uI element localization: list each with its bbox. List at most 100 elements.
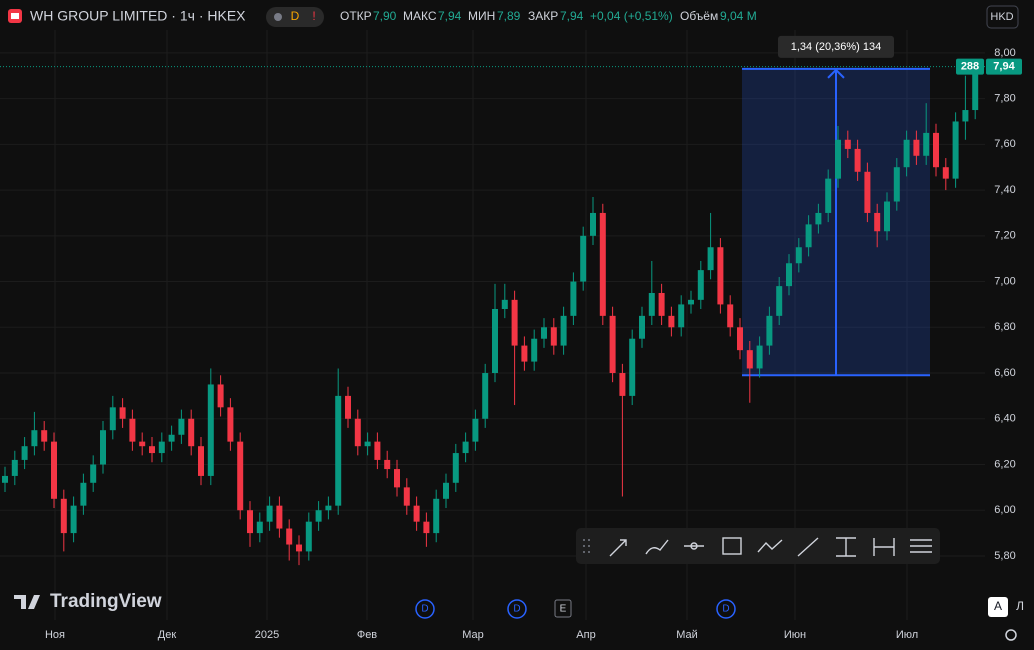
candle-body bbox=[786, 263, 792, 287]
currency-button[interactable] bbox=[986, 5, 1019, 29]
tool-horizontal-ray[interactable] bbox=[684, 542, 704, 550]
candle-body bbox=[825, 178, 832, 213]
x-tick-label: Ноя bbox=[45, 629, 65, 641]
tool-rectangle[interactable] bbox=[722, 537, 742, 555]
candle-body bbox=[139, 441, 146, 447]
candle-body bbox=[207, 384, 214, 476]
candle-body bbox=[972, 66, 979, 111]
candle-body bbox=[531, 338, 538, 362]
tool-trend-line[interactable] bbox=[797, 537, 819, 557]
candle-body bbox=[639, 315, 645, 339]
currency[interactable]: HKD bbox=[990, 11, 1013, 23]
candle-body bbox=[335, 395, 342, 506]
candle-body bbox=[590, 212, 596, 236]
candle-body bbox=[178, 418, 185, 435]
candle-body bbox=[815, 212, 822, 225]
event-marker[interactable] bbox=[415, 599, 435, 619]
y-tick-label: 7,40 bbox=[994, 184, 1015, 196]
candle-body bbox=[158, 441, 165, 454]
candle-body bbox=[756, 345, 763, 369]
settings-icon[interactable] bbox=[1005, 629, 1017, 641]
candle-body bbox=[844, 139, 851, 149]
high-label: МАКС bbox=[403, 9, 437, 23]
candle-body bbox=[60, 498, 67, 534]
open-label: ОТКР bbox=[340, 9, 372, 23]
candle-body bbox=[305, 521, 312, 552]
candle-body bbox=[893, 167, 900, 202]
candle-body bbox=[835, 139, 841, 179]
last-price-label: 7,94 bbox=[993, 60, 1015, 72]
candle-body bbox=[942, 167, 949, 179]
candle-body bbox=[266, 505, 273, 522]
tool-date-range[interactable] bbox=[873, 538, 895, 556]
tool-fib[interactable] bbox=[910, 539, 932, 553]
candle-body bbox=[11, 459, 18, 476]
candle-body bbox=[560, 315, 567, 346]
event-marker[interactable] bbox=[507, 599, 527, 619]
y-tick-label: 8,00 bbox=[994, 47, 1015, 59]
candle-body bbox=[452, 453, 459, 483]
badge-group bbox=[266, 7, 324, 27]
candle-body bbox=[707, 247, 714, 271]
x-tick-label: Фев bbox=[357, 629, 377, 641]
y-tick-label: 7,00 bbox=[994, 275, 1015, 287]
tool-price-range[interactable] bbox=[836, 537, 856, 557]
y-tick-label: 7,80 bbox=[994, 93, 1015, 105]
candle-body bbox=[550, 327, 557, 346]
scale-auto-button[interactable] bbox=[988, 597, 1008, 617]
candle-body bbox=[913, 139, 920, 156]
candle-body bbox=[933, 132, 939, 168]
tool-arrow[interactable] bbox=[609, 539, 627, 557]
y-tick-label: 7,20 bbox=[994, 230, 1015, 242]
event-label[interactable]: D bbox=[513, 604, 520, 615]
candle-body bbox=[403, 487, 410, 506]
scale-auto[interactable]: A bbox=[994, 599, 1002, 613]
y-tick-label: 6,80 bbox=[994, 321, 1015, 333]
candle-body bbox=[668, 315, 675, 328]
event-label[interactable]: D bbox=[421, 604, 428, 615]
event-label[interactable]: E bbox=[560, 604, 567, 615]
candle-body bbox=[776, 286, 783, 316]
measure-tool: 1,34 (20,36%) 134 bbox=[0, 35, 985, 377]
candle-body bbox=[70, 505, 77, 534]
candle-body bbox=[864, 171, 871, 213]
candle-body bbox=[188, 418, 195, 447]
candle-body bbox=[629, 338, 636, 396]
candle-body bbox=[795, 247, 802, 264]
event-marker[interactable] bbox=[554, 599, 572, 618]
candle-body bbox=[492, 308, 498, 374]
candle-body bbox=[511, 299, 518, 346]
y-tick-label: 6,20 bbox=[994, 458, 1015, 470]
change-value: +0,04 (+0,51%) bbox=[590, 9, 673, 23]
tool-brush[interactable] bbox=[645, 539, 669, 555]
y-tick-label: 6,60 bbox=[994, 367, 1015, 379]
candle-body bbox=[580, 235, 587, 282]
measure-label-box bbox=[778, 35, 894, 58]
tool-path[interactable] bbox=[757, 539, 783, 553]
candle-body bbox=[923, 132, 930, 156]
event-marker[interactable] bbox=[716, 599, 736, 619]
candle-body bbox=[697, 270, 704, 300]
candle-body bbox=[501, 299, 508, 309]
last-price-tag bbox=[986, 58, 1022, 75]
candle-body bbox=[2, 475, 8, 483]
badge-warning[interactable]: ! bbox=[312, 9, 315, 23]
countdown: 288 bbox=[961, 60, 979, 72]
event-label[interactable]: D bbox=[722, 604, 729, 615]
candle-body bbox=[766, 315, 773, 346]
candle-body bbox=[129, 418, 136, 442]
candle-body bbox=[237, 441, 244, 511]
tv-logo-text[interactable]: TradingView bbox=[50, 591, 162, 612]
candle-body bbox=[462, 441, 469, 454]
symbol-title[interactable]: WH GROUP LIMITED · 1ч · HKEX bbox=[30, 8, 246, 24]
candle-body bbox=[688, 299, 694, 305]
toolbar-grip[interactable] bbox=[583, 539, 590, 553]
candle-body bbox=[80, 482, 87, 506]
candle-body bbox=[325, 505, 332, 511]
candle-body bbox=[21, 446, 28, 460]
volume-label: Объём bbox=[680, 9, 718, 23]
low-value: 7,89 bbox=[497, 9, 521, 23]
scale-log[interactable]: Л bbox=[1016, 599, 1024, 613]
badge-d[interactable]: D bbox=[291, 9, 300, 23]
